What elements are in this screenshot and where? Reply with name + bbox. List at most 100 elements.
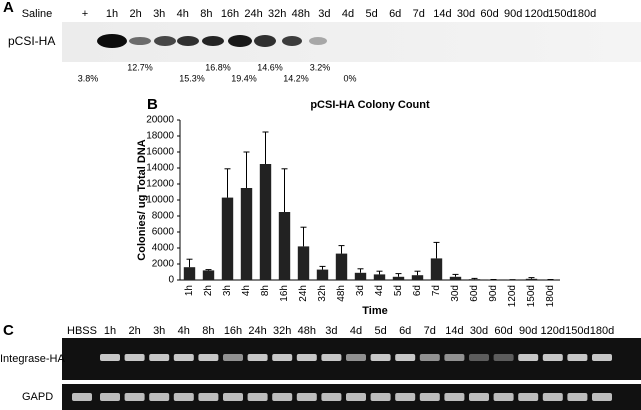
gel-band (272, 354, 293, 361)
panel-letter: B (147, 96, 158, 113)
gel-band (567, 393, 588, 401)
lane-label: 7d (424, 325, 436, 337)
x-tick-label: 4h (241, 285, 252, 296)
lane-label: 3d (325, 325, 337, 337)
gel-band (149, 354, 170, 361)
x-tick-label: 3h (222, 285, 233, 296)
blot-band (282, 36, 302, 46)
gel-band (223, 393, 243, 401)
gel-band (223, 354, 243, 361)
percentage-label: 0% (343, 73, 356, 83)
gel-band (321, 393, 342, 401)
percentage-label: 14.6% (257, 62, 283, 72)
lane-label: 2h (128, 325, 140, 337)
lane-label: 4d (342, 8, 354, 20)
lane-label: 48h (298, 325, 316, 337)
x-tick-label: 4d (374, 285, 385, 296)
percentage-label: 12.7% (127, 62, 153, 72)
gel-band (321, 354, 342, 361)
bar (468, 279, 481, 280)
gel-band (198, 354, 219, 361)
y-axis-label: Colonies/ ug Total DNA (136, 139, 148, 260)
lane-label: 30d (470, 325, 488, 337)
y-tick-label: 20000 (146, 115, 174, 126)
x-tick-label: 60d (469, 285, 480, 302)
gel-band (100, 393, 120, 401)
x-tick-label: 120d (507, 285, 518, 307)
row-label: Integrase-HA (0, 353, 65, 365)
gel-band (100, 354, 120, 361)
lane-label: 14d (445, 325, 463, 337)
error-bar (338, 245, 345, 254)
gel-band (518, 393, 539, 401)
gel-band (346, 354, 366, 361)
bar (259, 164, 272, 280)
error-bar (243, 151, 250, 188)
percentage-label: 14.2% (283, 73, 309, 83)
gel-band (518, 354, 539, 361)
gel-band (419, 393, 440, 401)
lane-label: 30d (457, 8, 475, 20)
lane-label: 1h (104, 325, 116, 337)
lane-label: 180d (572, 8, 596, 20)
y-tick-label: 12000 (146, 179, 174, 190)
gel-band (542, 393, 563, 401)
bar (316, 269, 329, 280)
gel-band (493, 393, 514, 401)
blot-band (177, 36, 199, 46)
lane-label: 8h (202, 325, 214, 337)
error-bar (357, 268, 364, 273)
lane-label: 60d (480, 8, 498, 20)
bar (202, 270, 215, 280)
percentage-label: 16.8% (205, 62, 231, 72)
gel-band (198, 393, 219, 401)
y-tick-label: 2000 (152, 259, 175, 270)
gel-band (395, 393, 416, 401)
x-axis-label: Time (362, 305, 387, 317)
lane-label: 5d (365, 8, 377, 20)
blot-band (129, 37, 151, 45)
lane-label: 150d (548, 8, 572, 20)
percentage-label: 15.3% (179, 73, 205, 83)
x-tick-label: 90d (488, 285, 499, 302)
gel-band (592, 354, 612, 361)
error-bar (471, 277, 478, 280)
bar (525, 278, 538, 280)
y-tick-label: 4000 (152, 243, 175, 254)
gel-band (592, 393, 612, 401)
bar (221, 197, 234, 280)
x-tick-label: 5d (393, 285, 404, 296)
bar (449, 276, 462, 280)
y-tick-label: 14000 (146, 163, 174, 174)
gel-band (542, 354, 563, 361)
lane-label: 60d (494, 325, 512, 337)
x-tick-label: 6d (412, 285, 423, 296)
lane-label: HBSS (67, 325, 97, 337)
gel-band (346, 393, 366, 401)
y-tick-label: 18000 (146, 131, 174, 142)
gel-band (272, 393, 293, 401)
bar (240, 188, 253, 280)
y-tick-label: 6000 (152, 227, 175, 238)
lane-label: 90d (519, 325, 537, 337)
error-bar (205, 269, 212, 271)
gel-band (444, 393, 465, 401)
bar (183, 267, 196, 280)
x-tick-label: 8h (260, 285, 271, 296)
panel-letter: A (3, 0, 14, 16)
row-label: GAPD (22, 391, 53, 403)
lane-label: 24h (244, 8, 262, 20)
y-tick-label: 8000 (152, 211, 175, 222)
lane-label: 120d (525, 8, 549, 20)
gel-band (296, 354, 317, 361)
error-bar (395, 273, 402, 277)
x-tick-label: 2h (203, 285, 214, 296)
x-tick-label: 180d (545, 285, 556, 307)
blot-band (309, 37, 327, 45)
lane-label: 48h (292, 8, 310, 20)
blot-band (202, 36, 224, 46)
gel-band (296, 393, 317, 401)
error-bar (414, 270, 421, 276)
error-bar (224, 168, 231, 198)
